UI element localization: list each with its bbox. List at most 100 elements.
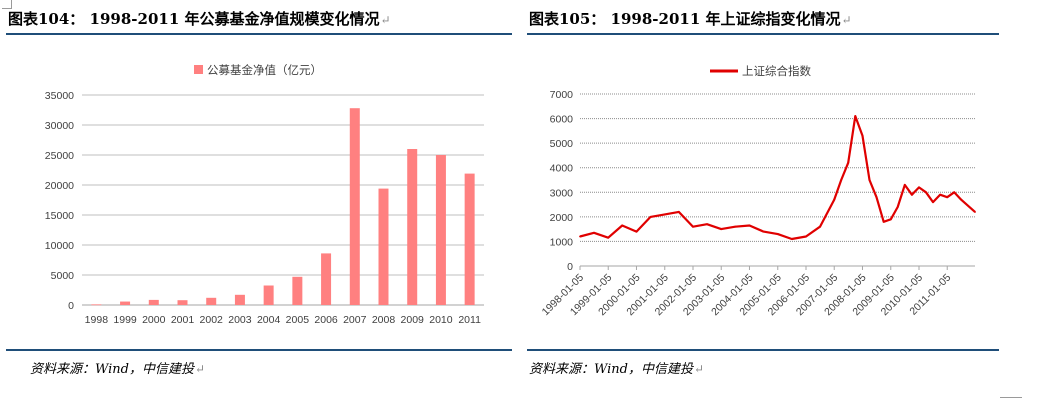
line-point	[946, 196, 949, 199]
corner-mark	[2, 0, 12, 9]
right-source-text: 资料来源：Wind，中信建投	[529, 362, 693, 377]
line-y-tick-label: 1000	[550, 236, 574, 248]
bar-y-tick-label: 15000	[45, 210, 74, 222]
bar-x-tick-label: 2005	[286, 314, 310, 326]
line-point	[762, 230, 765, 233]
bar-x-tick-label: 2003	[228, 314, 252, 326]
line-point	[918, 186, 920, 189]
bar-2008	[378, 188, 389, 305]
bar-x-tick-label: 1998	[85, 314, 109, 326]
line-point	[776, 233, 779, 235]
line-y-tick-label: 2000	[550, 212, 574, 224]
line-y-tick-label: 3000	[550, 187, 574, 199]
bar-y-tick-label: 20000	[45, 180, 74, 192]
bar-x-tick-label: 2011	[458, 314, 481, 326]
line-point	[819, 225, 821, 228]
bar-x-tick-label: 2007	[343, 314, 367, 326]
left-top-rule	[6, 33, 512, 35]
bar-x-tick-label: 2010	[429, 314, 453, 326]
bar-2000	[148, 299, 159, 305]
bar-2010	[435, 155, 446, 305]
bar-2011	[464, 173, 475, 305]
line-point	[607, 236, 610, 239]
line-point	[720, 228, 723, 231]
line-point	[932, 201, 934, 204]
bar-y-tick-label: 5000	[51, 270, 75, 282]
line-point	[953, 191, 956, 194]
bar-x-tick-label: 2002	[200, 314, 224, 326]
bar-x-tick-label: 2008	[372, 314, 396, 326]
line-point	[790, 238, 793, 240]
bar-y-tick-label: 35000	[45, 90, 74, 102]
line-y-tick-label: 4000	[550, 163, 574, 175]
line-point	[649, 215, 652, 218]
left-figure-title: 图表104： 1998-2011 年公募基金净值规模变化情况↵	[8, 8, 391, 29]
right-bottom-rule	[527, 349, 999, 351]
bar-x-tick-label: 2001	[171, 314, 195, 326]
left-source-note: 资料来源：Wind，中信建投↵	[30, 358, 205, 377]
line-point	[579, 235, 581, 238]
line-y-tick-label: 7000	[550, 89, 574, 101]
return-mark-icon: ↵	[694, 362, 705, 376]
bar-y-tick-label: 0	[68, 300, 74, 312]
line-point	[896, 206, 899, 208]
bar-2007	[349, 108, 360, 305]
line-point	[635, 230, 638, 233]
line-point	[621, 224, 624, 227]
line-legend-label: 上证综合指数	[742, 64, 811, 78]
line-point	[734, 225, 737, 228]
right-figure-title-text: 图表105： 1998-2011 年上证综指变化情况	[529, 10, 841, 28]
right-figure-title: 图表105： 1998-2011 年上证综指变化情况↵	[529, 8, 852, 29]
bar-y-tick-label: 25000	[45, 150, 74, 162]
return-mark-icon: ↵	[195, 362, 206, 376]
left-bottom-rule	[6, 349, 512, 351]
line-point	[748, 224, 751, 227]
line-point	[903, 184, 906, 186]
bar-y-tick-label: 10000	[45, 240, 74, 252]
line-point	[692, 225, 694, 228]
page-end-mark	[1000, 397, 1022, 398]
line-point	[840, 179, 843, 181]
bar-legend-label: 公募基金净值（亿元）	[207, 63, 322, 77]
bar-2009	[407, 149, 418, 305]
return-mark-icon: ↵	[380, 13, 391, 27]
line-series-shanghai-composite	[579, 114, 976, 241]
line-y-tick-label: 0	[567, 261, 573, 273]
line-point	[861, 134, 864, 137]
bar-2002	[206, 297, 217, 305]
bar-1998	[91, 304, 102, 306]
line-point	[868, 179, 871, 181]
bar-x-tick-label: 2000	[142, 314, 166, 326]
right-source-note: 资料来源：Wind，中信建投↵	[529, 358, 704, 377]
line-point	[925, 191, 927, 194]
bar-x-tick-label: 1999	[113, 314, 137, 326]
line-chart: 上证综合指数 010002000300040005000600070001998…	[540, 64, 976, 318]
bar-2003	[234, 294, 245, 305]
line-point	[677, 211, 680, 213]
line-y-tick-label: 6000	[550, 114, 574, 126]
bar-2001	[177, 300, 188, 305]
line-point	[847, 161, 850, 164]
bar-2005	[292, 276, 303, 305]
line-point	[889, 218, 892, 221]
bar-y-tick-label: 30000	[45, 120, 74, 132]
bar-1999	[120, 301, 131, 305]
bar-legend-swatch	[194, 65, 203, 74]
bar-x-tick-label: 2006	[314, 314, 338, 326]
line-point	[910, 193, 913, 196]
line-point	[833, 198, 836, 201]
bar-x-tick-label: 2004	[257, 314, 281, 326]
line-point	[974, 211, 976, 213]
line-point	[663, 213, 666, 216]
right-top-rule	[527, 33, 999, 35]
bar-chart: 公募基金净值（亿元） 0 5000 10000 15000 20000 25000 3000…	[45, 63, 484, 326]
line-y-tick-label: 5000	[550, 138, 574, 150]
bar-2004	[263, 285, 274, 305]
line-point	[875, 196, 878, 199]
line-point	[854, 115, 857, 118]
return-mark-icon: ↵	[841, 13, 852, 27]
line-point	[960, 198, 963, 201]
line-point	[939, 193, 942, 196]
line-point	[593, 231, 595, 234]
